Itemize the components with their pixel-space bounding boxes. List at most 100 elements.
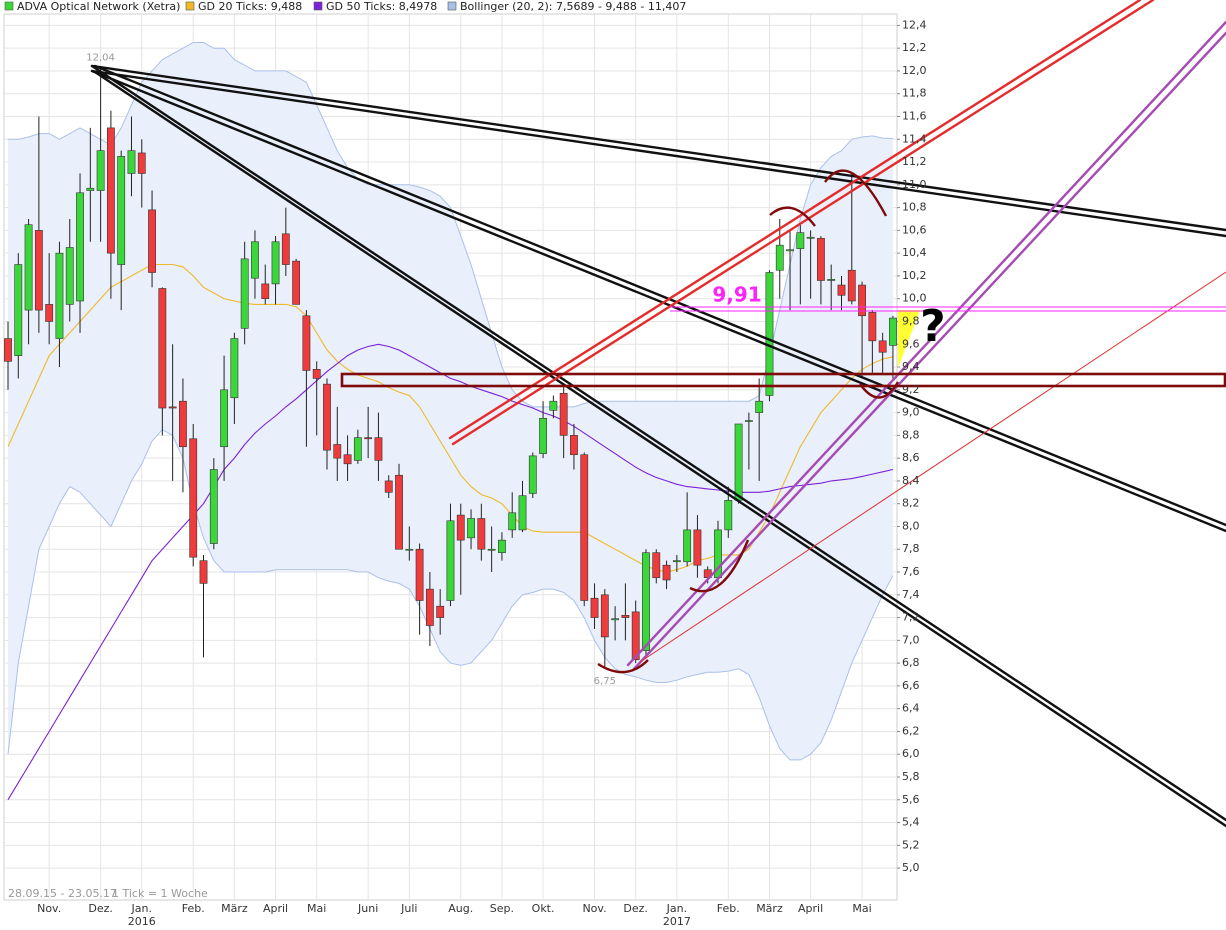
- y-tick-label: 12,4: [902, 18, 927, 31]
- candle-body: [353, 437, 362, 461]
- candle-body: [518, 495, 527, 531]
- candle-body: [127, 150, 136, 174]
- candle-body: [65, 247, 74, 305]
- legend-label: Bollinger (20, 2): 7,5689 - 9,488 - 11,4…: [460, 0, 686, 13]
- candle-body: [580, 454, 589, 601]
- x-tick-label: März: [756, 902, 783, 915]
- candle-body: [672, 560, 681, 563]
- candle-body: [374, 437, 383, 461]
- candle-body: [570, 435, 578, 456]
- candle-body: [611, 618, 620, 621]
- candle-body: [539, 417, 547, 454]
- trend-line: [93, 70, 1226, 828]
- y-tick-label: 8,2: [902, 497, 920, 510]
- candle-body: [498, 539, 506, 553]
- x-tick-label: Okt.: [532, 902, 555, 915]
- x-tick-label: Feb.: [182, 902, 205, 915]
- candle-body: [693, 529, 702, 566]
- x-year-label: 2016: [128, 915, 156, 928]
- legend-swatch: [4, 1, 14, 11]
- candle-body: [621, 614, 630, 618]
- candle-body: [642, 552, 650, 651]
- candle-body: [487, 548, 496, 551]
- candle-body: [312, 369, 321, 379]
- y-tick-label: 11,2: [902, 155, 927, 168]
- y-tick-label: 5,8: [902, 770, 920, 783]
- x-tick-label: Jan.: [666, 902, 687, 915]
- level-label: 9,91: [712, 282, 761, 306]
- min-label: 6,75: [594, 676, 616, 687]
- candle-body: [796, 232, 805, 249]
- y-tick-label: 12,0: [902, 64, 927, 77]
- candle-body: [117, 156, 126, 265]
- hand-drawing: [824, 169, 888, 217]
- y-tick-label: 7,0: [902, 633, 920, 646]
- y-tick-label: 11,8: [902, 87, 927, 100]
- candle-body: [96, 150, 105, 191]
- candle-body: [76, 192, 84, 302]
- y-tick-label: 5,4: [902, 816, 920, 829]
- trend-line: [90, 69, 1226, 238]
- x-tick-label: Dez.: [88, 902, 113, 915]
- candle-body: [281, 233, 290, 265]
- legend-label: ADVA Optical Network (Xetra): [17, 0, 180, 13]
- x-tick-label: Mai: [852, 902, 871, 915]
- y-tick-label: 6,4: [902, 702, 920, 715]
- bollinger-fill: [8, 42, 893, 760]
- candle-body: [559, 392, 568, 436]
- candle-body: [395, 474, 403, 550]
- x-tick-label: März: [221, 902, 248, 915]
- candle-body: [415, 548, 424, 601]
- hand-drawing: [859, 381, 900, 399]
- candle-body: [158, 288, 167, 409]
- y-tick-label: 9,6: [902, 337, 920, 350]
- candle-body: [631, 611, 640, 661]
- x-tick-label: Aug.: [448, 902, 473, 915]
- x-tick-label: Juli: [400, 902, 417, 915]
- y-tick-label: 10,0: [902, 292, 927, 305]
- moving-average: [7, 343, 894, 801]
- x-tick-label: Nov.: [582, 902, 606, 915]
- candle-body: [600, 594, 609, 638]
- y-tick-label: 9,4: [902, 360, 920, 373]
- candle-body: [137, 152, 146, 174]
- y-tick-label: 9,2: [902, 383, 920, 396]
- candle-body: [107, 127, 115, 254]
- x-year-label: 2017: [663, 915, 691, 928]
- legend-label: GD 50 Ticks: 8,4978: [326, 0, 437, 13]
- candle-body: [662, 564, 671, 581]
- candle-body: [436, 605, 445, 618]
- candle-body: [806, 236, 815, 239]
- candle-body: [261, 283, 270, 300]
- y-tick-label: 10,6: [902, 223, 927, 236]
- y-tick-label: 5,2: [902, 838, 920, 851]
- candle-body: [251, 241, 259, 279]
- candle-body: [45, 304, 54, 322]
- y-tick-label: 10,4: [902, 246, 927, 259]
- trend-line: [90, 64, 1226, 232]
- candle-body: [786, 249, 794, 252]
- candle-body: [220, 389, 228, 448]
- x-tick-label: Nov.: [37, 902, 61, 915]
- legend-swatch: [185, 1, 195, 11]
- candle-body: [827, 279, 836, 281]
- candle-body: [343, 454, 352, 465]
- y-tick-label: 6,6: [902, 679, 920, 692]
- candle-body: [405, 548, 414, 551]
- y-tick-label: 8,6: [902, 451, 920, 464]
- y-tick-label: 5,6: [902, 793, 920, 806]
- y-tick-label: 6,0: [902, 747, 920, 760]
- candle-body: [24, 224, 33, 311]
- y-tick-label: 7,6: [902, 565, 920, 578]
- candle-body: [209, 469, 218, 544]
- candle-body: [724, 499, 733, 531]
- legend-swatch: [313, 1, 323, 11]
- candle-body: [889, 317, 897, 346]
- candle-body: [179, 400, 187, 448]
- candle-body: [271, 241, 280, 285]
- candle-body: [199, 560, 208, 584]
- trend-line: [626, 20, 1226, 667]
- trend-line: [90, 69, 1226, 533]
- candle-body: [446, 520, 455, 601]
